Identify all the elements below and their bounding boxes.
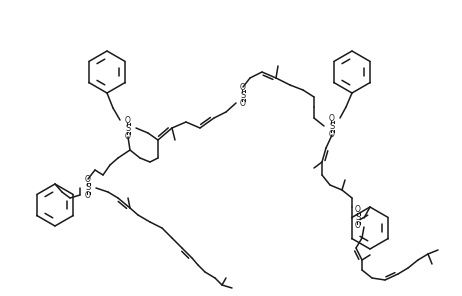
Text: O: O bbox=[240, 99, 246, 107]
Text: S: S bbox=[240, 91, 246, 99]
Text: O: O bbox=[329, 130, 335, 139]
Text: O: O bbox=[85, 176, 91, 184]
Text: S: S bbox=[329, 121, 334, 131]
Text: O: O bbox=[355, 221, 361, 231]
Text: S: S bbox=[85, 184, 91, 192]
Text: O: O bbox=[125, 115, 131, 125]
Text: S: S bbox=[125, 123, 131, 133]
Text: O: O bbox=[85, 192, 91, 200]
Text: O: O bbox=[125, 131, 131, 141]
Text: O: O bbox=[240, 83, 246, 91]
Text: O: O bbox=[355, 205, 361, 215]
Text: O: O bbox=[329, 113, 335, 123]
Text: S: S bbox=[355, 213, 361, 223]
